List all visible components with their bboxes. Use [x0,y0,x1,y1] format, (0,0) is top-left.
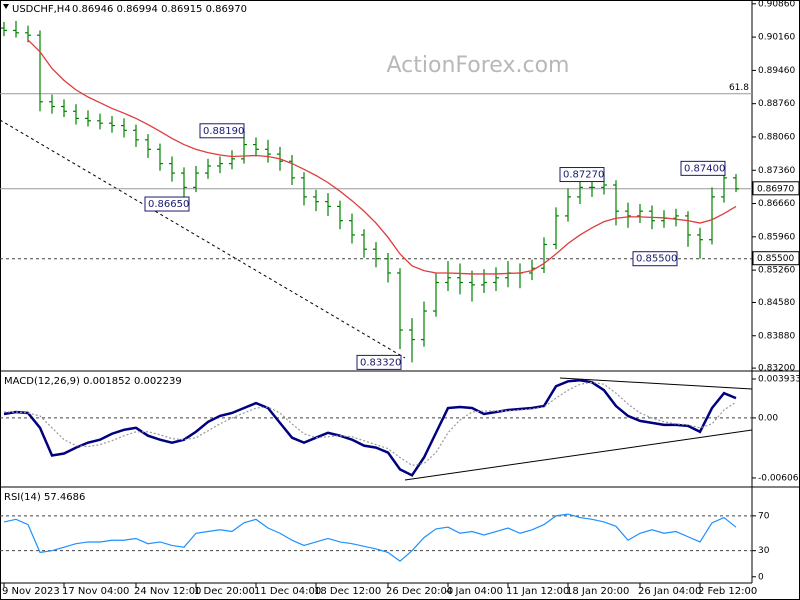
x-tick-label: 26 Dec 20:00 [386,586,453,597]
x-tick-label: 1 Dec 20:00 [194,586,255,597]
y-tick-label: 0.00 [758,413,778,423]
annotation-label: 0.87400 [684,163,725,174]
price-tag [752,251,800,266]
annotation-label: 0.88190 [203,126,244,137]
annotation-box [559,167,605,183]
panel-title: MACD(12,26,9) 0.001852 0.002239 [4,376,182,387]
x-tick-label: 2 Feb 12:00 [698,586,757,597]
y-tick-label: 0.87360 [758,166,795,176]
annotation-box [632,251,678,267]
annotation-box [680,160,726,176]
trend-line [559,377,753,390]
line-series [27,39,737,275]
y-tick-label: 0.85960 [758,232,795,242]
annotation-label: 0.83320 [360,357,401,368]
x-tick-label: 18 Dec 12:00 [314,586,381,597]
panel-title: RSI(14) 57.4686 [4,492,85,503]
x-tick-label: 17 Nov 04:00 [62,586,129,597]
panel-title: USDCHF,H4 [12,4,71,15]
watermark: ActionForex.com [387,53,570,78]
annotation-box [199,123,245,139]
line-series [3,379,737,477]
y-tick-label: 0.85260 [758,266,795,276]
level-name: 61.8 [729,83,749,93]
annotation-label: 0.85500 [636,254,677,265]
y-tick-label: 70 [758,511,770,521]
x-tick-label: 11 Jan 12:00 [506,586,569,597]
x-tick-label: 26 Jan 04:00 [638,586,701,597]
y-tick-label: 30 [758,546,770,556]
annotation-box [356,354,402,370]
y-tick-label: 0.90160 [758,33,795,43]
y-tick-label: 0.88760 [758,99,795,109]
y-tick-label: 0.86660 [758,199,795,209]
x-tick-label: 18 Jan 20:00 [566,586,629,597]
price-tag-label: 0.85500 [757,254,794,264]
y-tick-label: 0.83880 [758,331,795,341]
x-tick-label: 4 Jan 04:00 [446,586,503,597]
x-tick-label: 9 Nov 2023 [2,586,60,597]
y-tick-label: 0.88060 [758,132,795,142]
symbol-icon [3,4,9,9]
y-tick-label: 0.003933 [758,374,800,384]
line-series [3,513,737,562]
price-tag-label: 0.86970 [757,184,794,194]
x-tick-label: 24 Nov 12:00 [134,586,201,597]
ohlc-readout: 0.86946 0.86994 0.86915 0.86970 [72,4,247,15]
annotation-label: 0.87270 [563,170,604,181]
y-tick-label: 0.90860 [758,0,795,9]
y-tick-label: 0.84580 [758,298,795,308]
price-tag [752,181,800,196]
x-tick-label: 11 Dec 04:00 [254,586,321,597]
y-tick-label: -0.006068 [758,473,800,483]
annotation-label: 0.86650 [148,199,189,210]
trend-line [404,429,753,481]
y-tick-label: 0.83200 [758,364,795,374]
y-tick-label: 0.89460 [758,66,795,76]
y-tick-label: 0 [758,572,764,582]
trend-line [0,119,406,359]
annotation-box [144,196,190,212]
